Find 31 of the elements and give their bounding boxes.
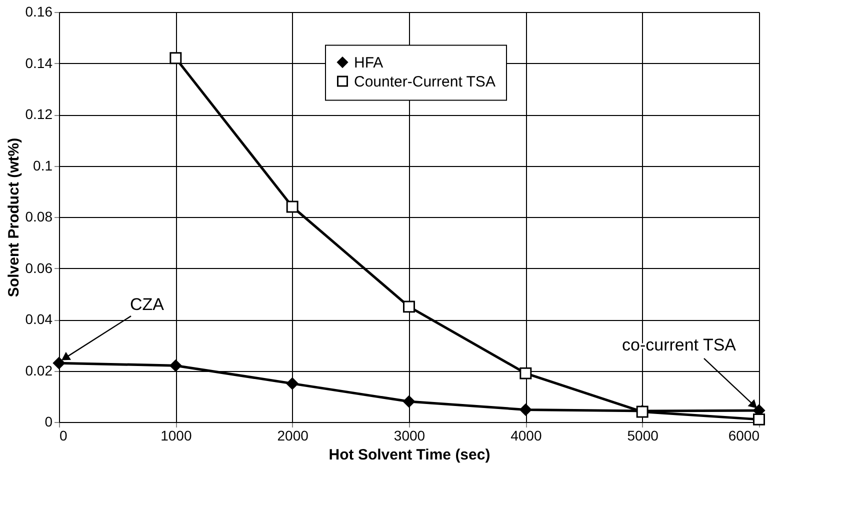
point — [753, 413, 765, 426]
x-axis-title: Hot Solvent Time (sec) — [328, 446, 490, 464]
point — [403, 300, 415, 313]
point — [170, 52, 182, 64]
x-tick-label: 3000 — [394, 428, 426, 444]
point — [286, 200, 298, 213]
y-tick-label: 0.06 — [25, 260, 53, 276]
x-tick-label: 6000 — [728, 428, 760, 444]
y-axis-title: Solvent Product (wt%) — [5, 138, 22, 298]
legend-label: HFA — [354, 54, 384, 72]
x-tick-label: 0 — [60, 428, 68, 444]
x-tick-label: 1000 — [160, 428, 192, 444]
y-tick-label: 0.16 — [25, 4, 53, 20]
point — [286, 378, 298, 390]
y-tick-label: 0.1 — [33, 157, 53, 174]
y-tick-label: 0.04 — [25, 311, 53, 327]
point — [520, 367, 532, 380]
x-tick-label: 4000 — [510, 428, 542, 444]
y-tick-label: 0.02 — [25, 362, 53, 378]
point — [520, 404, 532, 416]
y-tick-label: 0.12 — [25, 106, 53, 122]
point — [53, 357, 65, 370]
y-tick-label: 0 — [44, 414, 53, 430]
point — [403, 396, 415, 408]
legend-label: Counter-Current TSA — [354, 73, 496, 90]
point — [170, 360, 182, 372]
y-tick-label: 0.14 — [25, 54, 53, 71]
x-tick-label: 5000 — [627, 428, 659, 444]
y-tick-label: 0.08 — [25, 208, 53, 224]
x-tick-label: 2000 — [277, 428, 309, 444]
annotation: CZA — [130, 295, 165, 314]
